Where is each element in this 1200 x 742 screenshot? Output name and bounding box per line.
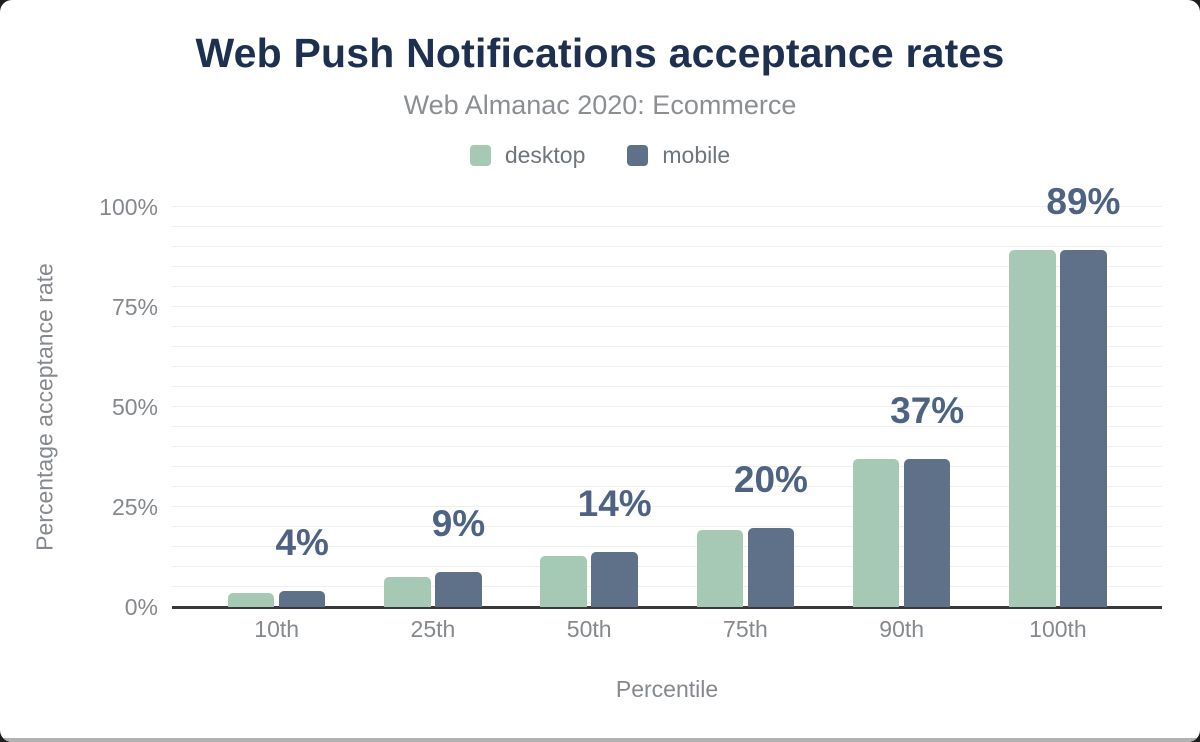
chart-title: Web Push Notifications acceptance rates [195, 30, 1005, 76]
gridline-55 [172, 386, 1162, 387]
y-tick-100: 100% [99, 194, 158, 220]
desktop-swatch-icon [469, 145, 491, 166]
gridline-95 [172, 226, 1162, 227]
gridline-80 [172, 286, 1162, 287]
x-tick-10th: 10th [254, 616, 300, 642]
gridline-75 [172, 306, 1162, 307]
bar-mobile-90th [903, 459, 951, 607]
bar-desktop-25th [384, 577, 431, 607]
gridline-25 [172, 506, 1162, 507]
x-tick-100th: 100th [1029, 616, 1087, 642]
bar-desktop-10th [227, 593, 275, 607]
gridline-35 [172, 466, 1162, 467]
bar-mobile-10th [278, 591, 326, 607]
y-tick-25: 25% [111, 494, 158, 520]
gridline-10 [172, 566, 1162, 567]
gridline-20 [172, 526, 1162, 527]
y-tick-75: 75% [111, 294, 158, 320]
data-label-50th: 14% [577, 483, 652, 525]
bar-mobile-50th [591, 552, 638, 607]
data-label-10th: 4% [275, 522, 329, 564]
gridline-5 [172, 586, 1162, 587]
gridline-100 [172, 206, 1162, 207]
x-axis-line [172, 606, 1162, 609]
x-tick-75th: 75th [723, 616, 768, 642]
x-tick-50th: 50th [566, 616, 612, 642]
bar-desktop-90th [852, 459, 900, 607]
gridline-40 [172, 446, 1162, 447]
chart-subtitle: Web Almanac 2020: Ecommerce [403, 90, 797, 120]
data-label-75th: 20% [733, 458, 808, 500]
gridline-85 [172, 266, 1162, 267]
bar-desktop-75th [696, 530, 744, 607]
legend-label-mobile: mobile [662, 142, 731, 168]
gridline-60 [172, 366, 1162, 367]
bar-mobile-25th [435, 572, 482, 607]
data-label-25th: 9% [431, 503, 486, 545]
y-axis-title: Percentage acceptance rate [31, 263, 58, 551]
bottom-divider [0, 738, 1200, 742]
legend-item-mobile[interactable]: mobile [627, 142, 730, 169]
x-tick-row: 10th 25th 50th 75th 90th 100th [172, 616, 1162, 644]
gridline-65 [172, 346, 1162, 347]
gridline-90 [172, 246, 1162, 247]
data-label-90th: 37% [890, 390, 965, 431]
bar-desktop-100th [1009, 249, 1056, 607]
gridline-30 [172, 486, 1162, 487]
legend-item-desktop[interactable]: desktop [469, 142, 586, 169]
data-label-100th: 89% [1046, 180, 1121, 222]
bar-mobile-100th [1060, 249, 1107, 607]
x-tick-25th: 25th [410, 616, 456, 642]
mobile-swatch-icon [627, 145, 649, 166]
gridline-15 [172, 546, 1162, 547]
gridline-50 [172, 406, 1162, 407]
legend-label-desktop: desktop [504, 142, 586, 168]
x-tick-90th: 90th [879, 616, 925, 642]
gridline-45 [172, 426, 1162, 427]
y-tick-50: 50% [111, 394, 158, 420]
y-tick-0: 0% [124, 594, 158, 620]
x-axis-title: Percentile [615, 676, 719, 702]
bar-desktop-50th [540, 555, 587, 607]
plot-area: 4% 9% 14% 20% 37% 89% [172, 181, 1162, 609]
bar-mobile-75th [747, 527, 795, 607]
chart-legend: desktop mobile [0, 142, 1200, 169]
gridline-70 [172, 326, 1162, 327]
